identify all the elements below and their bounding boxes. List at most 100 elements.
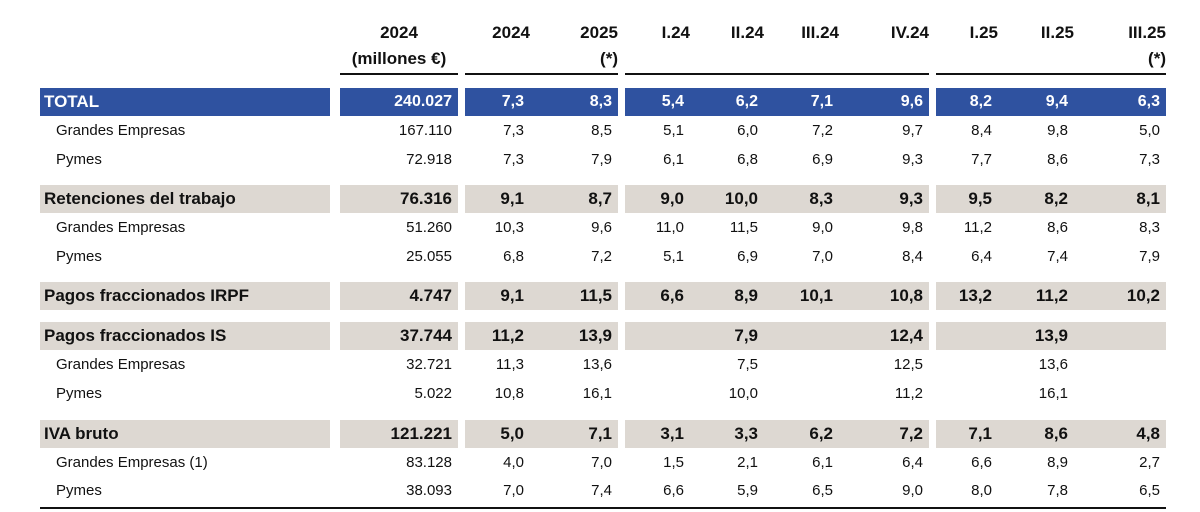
- table-cell: 7,0: [503, 482, 524, 499]
- table-cell: 72.918: [406, 151, 452, 168]
- table-cell: 32.721: [406, 356, 452, 373]
- table-cell: [936, 351, 998, 379]
- table-cell: 7,0: [591, 454, 612, 471]
- table-cell: 6,1: [812, 454, 833, 471]
- table-cell: 9,1: [465, 282, 530, 310]
- table-cell: 12,4: [839, 322, 929, 350]
- table-cell: 8,9: [690, 282, 764, 310]
- row-label: Grandes Empresas (1): [56, 454, 208, 471]
- table-cell: 7,5: [737, 356, 758, 373]
- column-header-6: III.24: [764, 20, 839, 72]
- column-header-period: II.25: [1040, 23, 1074, 42]
- header-rule-annual: [340, 73, 458, 75]
- table-cell: 8,7: [530, 185, 618, 213]
- column-header-note: [625, 46, 690, 72]
- header-rule-quarters-2025: [936, 73, 1166, 75]
- table-cell: 25.055: [406, 248, 452, 265]
- table-cell: 7,8: [1047, 482, 1068, 499]
- table-cell: 11,2: [894, 385, 923, 402]
- column-header-note: [839, 46, 929, 72]
- table-cell: 5,0: [1139, 122, 1160, 139]
- table-cell: 7,2: [591, 248, 612, 265]
- table-cell: [936, 322, 998, 350]
- table-row: Pymes 5.022 10,8 16,1 10,0 11,2 16,1: [0, 380, 1200, 408]
- table-cell: [625, 380, 690, 408]
- table-cell: 6,5: [1139, 482, 1160, 499]
- column-header-period: III.24: [801, 23, 839, 42]
- row-label: Grandes Empresas: [56, 219, 186, 236]
- row-label: Grandes Empresas: [56, 122, 186, 139]
- table-cell: 6,6: [625, 282, 690, 310]
- table-row: Pagos fraccionados IRPF 4.747 9,1 11,5 6,6 8,…: [0, 282, 1200, 310]
- table-cell: 8,1: [1074, 185, 1166, 213]
- table-cell: 7,0: [812, 248, 833, 265]
- table-cell: 11,2: [465, 322, 530, 350]
- table-cell: 7,1: [936, 420, 998, 448]
- table-cell: 5,1: [663, 248, 684, 265]
- column-header-note: (millones €): [351, 49, 447, 68]
- table-cell: 8,3: [764, 185, 839, 213]
- table-cell: 10,0: [728, 385, 758, 402]
- table-cell: 240.027: [340, 88, 458, 116]
- table-cell: 8,9: [1047, 454, 1068, 471]
- table-cell: 6,4: [971, 248, 992, 265]
- row-label: TOTAL: [40, 88, 330, 116]
- table-cell: 121.221: [340, 420, 458, 448]
- column-header-9: II.25: [998, 20, 1074, 72]
- table-cell: 6,2: [690, 88, 764, 116]
- table-cell: 8,2: [998, 185, 1074, 213]
- table-cell: [764, 351, 839, 379]
- column-header-note: [465, 46, 530, 72]
- table-cell: 9,5: [936, 185, 998, 213]
- table-cell: 9,0: [902, 482, 923, 499]
- header-rule-growth-annual: [465, 73, 618, 75]
- table-cell: 16,1: [582, 385, 612, 402]
- table-cell: 7,7: [971, 151, 992, 168]
- column-header-period: 2024: [380, 23, 418, 42]
- table-cell: 7,3: [503, 151, 524, 168]
- table-cell: 8,3: [530, 88, 618, 116]
- table-cell: 6,9: [812, 151, 833, 168]
- table-cell: 5,0: [465, 420, 530, 448]
- row-label: Grandes Empresas: [56, 356, 186, 373]
- column-header-period: I.24: [661, 23, 690, 42]
- column-header-note: [690, 46, 764, 72]
- table-cell: 7,2: [812, 122, 833, 139]
- table-cell: 8,5: [591, 122, 612, 139]
- table-cell: 8,3: [1139, 219, 1160, 236]
- table-cell: 1,5: [663, 454, 684, 471]
- table-cell: 10,3: [494, 219, 524, 236]
- table-cell: 51.260: [406, 219, 452, 236]
- table-cell: 6,2: [764, 420, 839, 448]
- row-label: Pagos fraccionados IRPF: [40, 282, 330, 310]
- row-label: Retenciones del trabajo: [40, 185, 330, 213]
- table-cell: 7,9: [591, 151, 612, 168]
- table-cell: 8,4: [902, 248, 923, 265]
- row-label: Pymes: [56, 151, 102, 168]
- table-cell: 37.744: [340, 322, 458, 350]
- table-cell: 6,6: [971, 454, 992, 471]
- row-label: Pymes: [56, 248, 102, 265]
- table-cell: 7,4: [1047, 248, 1068, 265]
- table-cell: 6,1: [663, 151, 684, 168]
- table-bottom-rule: [40, 507, 1166, 509]
- table-cell: 2,7: [1139, 454, 1160, 471]
- table-cell: 7,9: [1139, 248, 1160, 265]
- column-header-1: 2024 (millones €): [340, 20, 458, 72]
- table-row: Pymes 38.093 7,0 7,4 6,6 5,9 6,5 9,0 8,0 7,8 6,5: [0, 477, 1200, 505]
- table-cell: 9,7: [902, 122, 923, 139]
- table-cell: 11,2: [998, 282, 1074, 310]
- table-cell: [625, 322, 690, 350]
- table-cell: 8,0: [971, 482, 992, 499]
- table-cell: 6,3: [1074, 88, 1166, 116]
- table-cell: 9,8: [1047, 122, 1068, 139]
- row-label: Pymes: [56, 385, 102, 402]
- column-header-period: II.24: [730, 23, 764, 42]
- table-cell: 83.128: [406, 454, 452, 471]
- table-cell: 10,2: [1074, 282, 1166, 310]
- table-cell: 9,0: [812, 219, 833, 236]
- table-cell: [764, 322, 839, 350]
- table-cell: 11,5: [530, 282, 618, 310]
- table-cell: [1074, 380, 1166, 408]
- column-header-3: 2025 (*): [530, 20, 618, 72]
